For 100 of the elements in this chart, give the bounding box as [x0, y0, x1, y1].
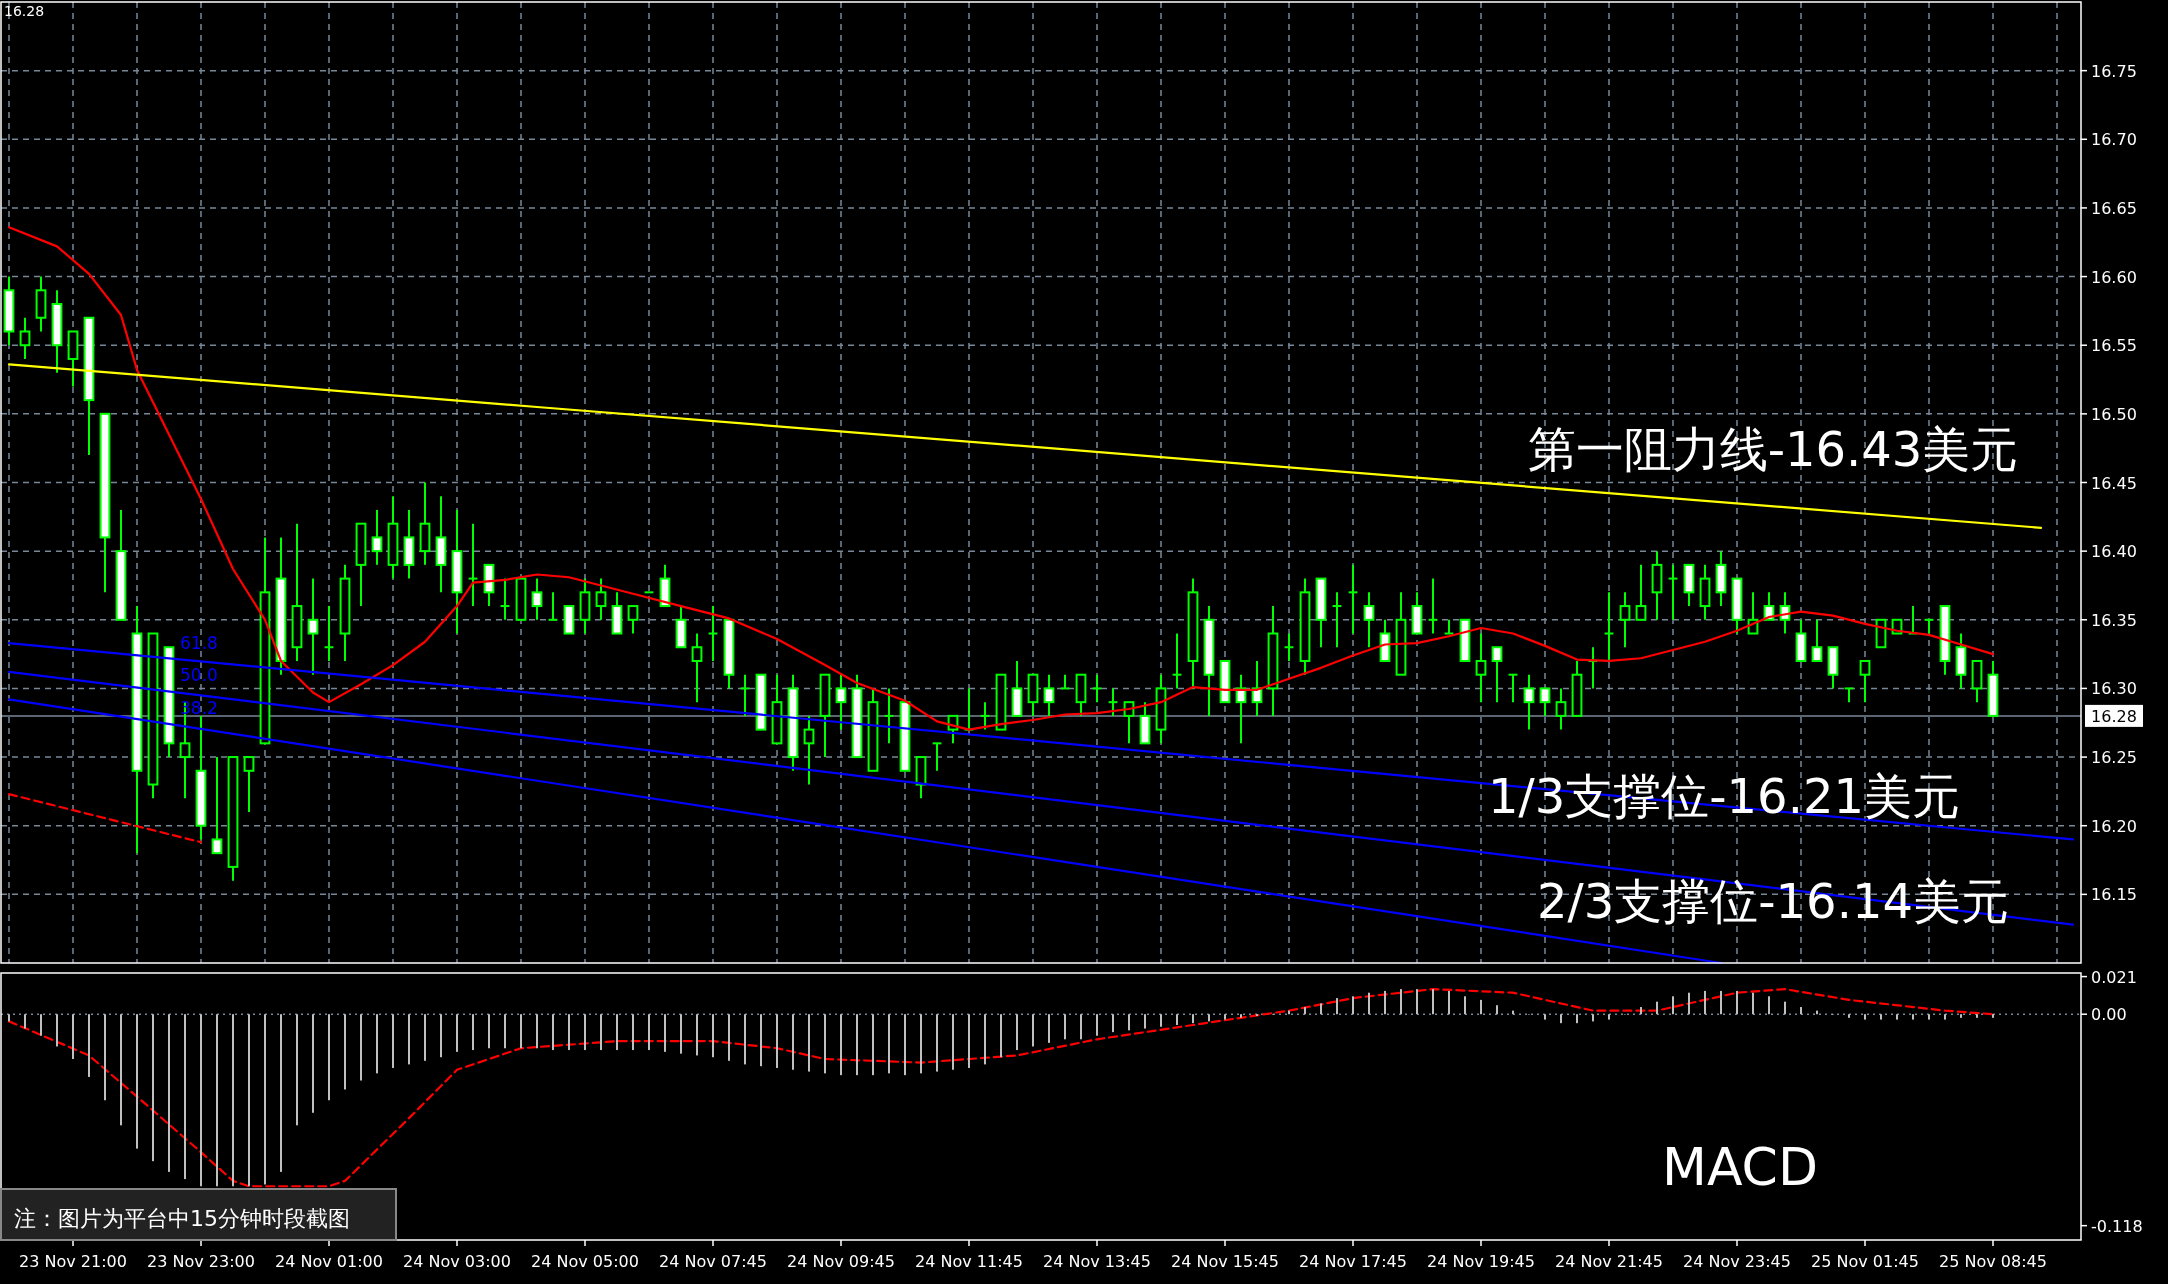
bar	[1976, 1014, 1978, 1018]
bar	[408, 1014, 410, 1065]
annotation: 16.28	[4, 3, 45, 19]
xtick: 23 Nov 21:00	[19, 1252, 127, 1271]
bar	[872, 1014, 874, 1076]
bar	[1384, 990, 1386, 1015]
xtick: 24 Nov 13:45	[1043, 1252, 1151, 1271]
bar	[680, 1014, 682, 1054]
ytick: 16.70	[2091, 130, 2137, 150]
bar	[856, 1014, 858, 1076]
bar	[1688, 992, 1690, 1015]
bar	[440, 1014, 442, 1058]
bar	[536, 1014, 538, 1049]
bar	[1560, 1014, 1562, 1024]
bar	[664, 1014, 666, 1052]
ytick: 16.15	[2091, 885, 2137, 905]
bar	[488, 1014, 490, 1049]
bar	[1576, 1014, 1578, 1024]
bar	[1752, 992, 1754, 1015]
xtick: 24 Nov 05:00	[531, 1252, 639, 1271]
ytick: 0.00	[2091, 1005, 2127, 1025]
ytick: 0.021	[2091, 967, 2137, 987]
bar	[1048, 1014, 1050, 1043]
bar	[344, 1014, 346, 1090]
xtick: 24 Nov 23:45	[1683, 1252, 1791, 1271]
ytick: 16.20	[2091, 816, 2137, 836]
xtick: 24 Nov 07:45	[659, 1252, 767, 1271]
bar	[312, 1014, 314, 1113]
bar	[1400, 989, 1402, 1015]
bar	[1144, 1014, 1146, 1029]
annotation: 50.0	[180, 665, 218, 685]
bar	[1176, 1014, 1178, 1025]
bar	[936, 1014, 938, 1072]
bar	[456, 1014, 458, 1052]
xtick: 24 Nov 17:45	[1299, 1252, 1407, 1271]
bar	[568, 1014, 570, 1051]
bar	[1208, 1014, 1210, 1022]
bar	[808, 1014, 810, 1072]
bar	[152, 1014, 154, 1162]
bar	[8, 1014, 10, 1022]
bar	[248, 1014, 250, 1187]
bar	[776, 1014, 778, 1068]
bar	[1736, 990, 1738, 1015]
bar	[1112, 1014, 1114, 1033]
bar	[712, 1014, 714, 1058]
bar	[1432, 989, 1434, 1015]
bar	[1928, 1014, 1930, 1020]
xtick: 23 Nov 23:00	[147, 1252, 255, 1271]
bar	[952, 1014, 954, 1070]
ytick: 16.75	[2091, 61, 2137, 81]
bar	[296, 1014, 298, 1126]
bar	[1096, 1014, 1098, 1036]
bar	[1480, 999, 1482, 1015]
bar	[904, 1014, 906, 1076]
bar	[824, 1014, 826, 1074]
bar	[520, 1014, 522, 1049]
ytick: 16.45	[2091, 473, 2137, 493]
bar	[616, 1014, 618, 1051]
bar	[24, 1014, 26, 1029]
ytick: 16.25	[2091, 748, 2137, 768]
bar	[696, 1014, 698, 1056]
xtick: 24 Nov 11:45	[915, 1252, 1023, 1271]
xtick: 24 Nov 09:45	[787, 1252, 895, 1271]
bar	[1064, 1014, 1066, 1040]
bar	[360, 1014, 362, 1081]
bar	[136, 1014, 138, 1149]
ytick: 16.55	[2091, 336, 2137, 356]
bar	[56, 1014, 58, 1047]
bar	[72, 1014, 74, 1060]
bar	[1864, 1014, 1866, 1020]
xtick: 25 Nov 01:45	[1811, 1252, 1919, 1271]
xtick: 25 Nov 08:45	[1939, 1252, 2047, 1271]
ytick: 16.50	[2091, 404, 2137, 424]
bar	[392, 1014, 394, 1068]
xtick: 24 Nov 15:45	[1171, 1252, 1279, 1271]
bar	[1640, 1007, 1642, 1015]
bar	[1368, 992, 1370, 1015]
bar	[472, 1014, 474, 1051]
bar	[232, 1014, 234, 1187]
bar	[1992, 1014, 1994, 1018]
xtick: 24 Nov 21:45	[1555, 1252, 1663, 1271]
bar	[200, 1014, 202, 1187]
bar	[1768, 996, 1770, 1015]
bar	[1128, 1014, 1130, 1031]
bar	[328, 1014, 330, 1101]
xtick: 24 Nov 01:00	[275, 1252, 383, 1271]
bar	[1032, 1014, 1034, 1047]
bar	[840, 1014, 842, 1076]
bar	[1800, 1007, 1802, 1015]
bar	[1016, 1014, 1018, 1051]
annotation: 61.8	[180, 633, 218, 653]
xtick: 24 Nov 03:00	[403, 1252, 511, 1271]
bar	[424, 1014, 426, 1061]
bar	[1720, 990, 1722, 1015]
bar	[1912, 1014, 1914, 1020]
bar	[1880, 1014, 1882, 1020]
ytick: 16.30	[2091, 679, 2137, 699]
bar	[1336, 998, 1338, 1015]
bar	[1784, 1001, 1786, 1015]
bar	[104, 1014, 106, 1101]
